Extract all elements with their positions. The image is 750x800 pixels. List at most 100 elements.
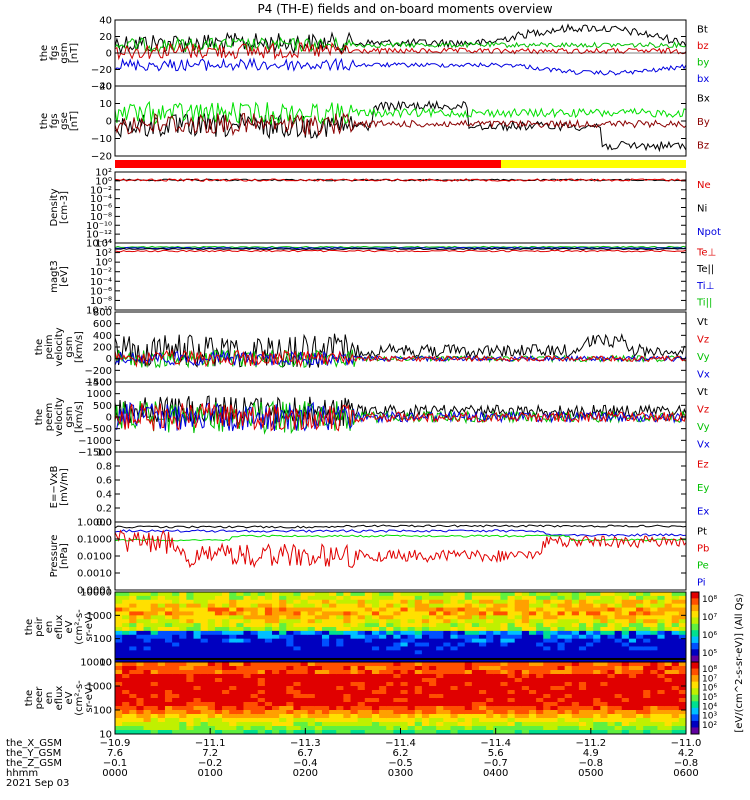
spectrogram-cell [186,658,195,662]
spectrogram-cell [450,722,459,727]
spectrogram-cell [550,690,559,695]
spectrogram-cell [479,686,487,691]
spectrogram-cell [614,638,623,644]
spectrogram-cell [321,650,330,655]
spectrogram-cell [536,670,544,675]
spectrogram-cell [614,642,623,648]
spectrogram-cell [457,694,466,699]
spectrogram-cell [214,615,223,620]
spectrogram-cell [450,666,459,671]
spectrogram-cell [343,638,352,644]
spectrogram-cell [264,682,273,687]
spectrogram-cell [493,654,502,659]
spectrogram-cell [186,710,195,715]
spectrogram-cell [264,642,273,648]
spectrogram-cell [557,686,566,691]
spectrogram-cell [607,726,616,731]
spectrogram-cell [343,722,352,727]
spectrogram-cell [414,698,423,703]
spectrogram-cell [272,619,280,624]
spectrogram-cell [628,634,637,640]
spectrogram-cell [593,682,601,687]
spectrogram-cell [115,682,123,687]
spectrogram-cell [578,603,587,609]
spectrogram-cell [393,726,402,731]
spectrogram-cell [279,607,287,613]
spectrogram-cell [421,603,430,609]
spectrogram-cell [314,674,323,679]
spectrogram-cell [193,694,202,699]
spectrogram-cell [600,666,609,671]
panel-frame [114,171,687,244]
spectrogram-cell [314,718,323,723]
spectrogram-cell [222,592,230,597]
spectrogram-cell [371,611,380,616]
spectrogram-cell [407,678,416,683]
spectrogram-cell [400,634,409,640]
spectrogram-cell [115,592,123,597]
spectrogram-cell [593,678,601,683]
spectrogram-cell [329,607,337,613]
spectrogram-cell [550,678,559,683]
spectrogram-cell [386,646,394,651]
spectrogram-cell [521,690,530,695]
spectrogram-cell [550,718,559,723]
spectrogram-cell [379,658,387,662]
spectrogram-cell [250,599,259,605]
spectrogram-cell [136,599,145,605]
spectrogram-cell [664,678,673,683]
spectrogram-cell [257,642,266,648]
spectrogram-cell [429,634,437,640]
spectrogram-cell [507,674,516,679]
spectrogram-cell [343,603,352,609]
spectrogram-cell [393,714,402,719]
spectrogram-cell [571,634,580,640]
spectrogram-cell [279,678,287,683]
spectrogram-cell [393,642,402,648]
spectrogram-cell [407,726,416,731]
legend-entry: Vy [697,422,710,433]
spectrogram-cell [264,710,273,715]
spectrogram-cell [650,694,659,699]
spectrogram-cell [193,611,202,616]
spectrogram-cell [393,615,402,620]
spectrogram-cell [586,634,594,640]
spectrogram-cell [393,686,402,691]
spectrogram-cell [129,698,138,703]
spectrogram-cell [222,670,230,675]
legend-entry: Vy [697,352,710,363]
spectrogram-cell [678,623,686,628]
spectrogram-cell [671,670,680,675]
spectrogram-cell [150,694,159,699]
spectrogram-cell [657,638,666,644]
spectrogram-cell [157,690,166,695]
spectrogram-cell [200,595,209,601]
spectrogram-cell [507,662,516,667]
spectrogram-cell [621,678,630,683]
ylabel-fgs-gse: the fgs gse [nT] [39,111,80,131]
spectrogram-cell [350,710,359,715]
spectrogram-cell [436,698,444,703]
spectrogram-cell [257,638,266,644]
spectrogram-cell [207,638,216,644]
spectrogram-cell [300,722,309,727]
spectrogram-cell [607,654,616,659]
spectrogram-cell [357,722,366,727]
colorbar-tick: 10⁸ [702,665,717,675]
spectrogram-cell [521,634,530,640]
spectrogram-cell [115,670,123,675]
spectrogram-cell [336,690,344,695]
spectrogram-cell [586,730,594,734]
spectrogram-cell [650,662,659,667]
spectrogram-cell [350,658,359,662]
spectrogram-cell [528,592,537,597]
spectrogram-cell [371,623,380,628]
spectrogram-cell [421,595,430,601]
spectrogram-cell [621,607,630,613]
spectrogram-cell [386,678,394,683]
spectrogram-cell [493,722,502,727]
spectrogram-cell [586,658,594,662]
spectrogram-cell [636,607,644,613]
